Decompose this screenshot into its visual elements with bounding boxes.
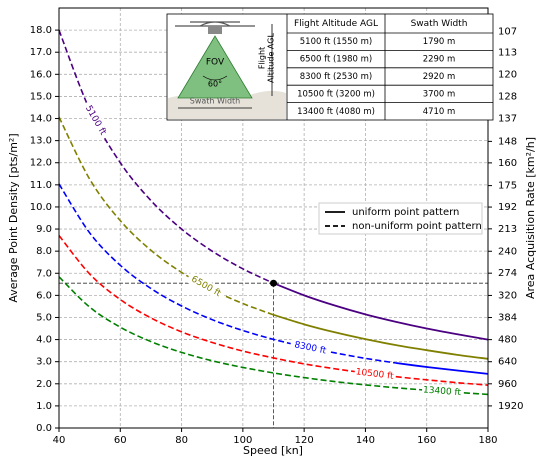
y-tick-label: 9.0 [36,224,52,235]
plot-frame [58,7,489,429]
legend-label: uniform point pattern [352,207,459,218]
y2-tick-label: 137 [498,113,517,124]
label-bg [289,338,332,358]
y-tick-label: 4.0 [36,335,52,346]
y2-tick-label: 148 [498,136,517,147]
y2-tick-label: 240 [498,246,517,257]
line-series [58,234,489,386]
line-series [395,362,489,375]
series-label: 13400 ft [423,385,462,398]
table-cell: 3700 m [423,89,456,99]
table-cell: 13400 ft (4080 m) [297,107,375,117]
legend-label: non-uniform point pattern [352,221,482,232]
y2-tick-label: 160 [498,158,517,169]
y-tick-label: 7.0 [36,268,52,279]
y2-tick-label: 107 [498,27,517,38]
altitude-label: Altitude AGL [267,33,276,83]
y-tick-label: 14.0 [30,114,52,125]
angle-arc [202,75,228,81]
table-header: Swath Width [411,19,468,29]
y2-tick-label: 640 [498,357,517,368]
table-cell: 10500 ft (3200 m) [297,89,375,99]
y-tick-label: 3.0 [36,357,52,368]
y-tick-label: 8.0 [36,246,52,257]
y2-tick-label: 113 [498,48,517,59]
table-cell: 1790 m [423,37,456,47]
fov-cone [177,35,253,99]
y-tick-label: 6.0 [36,290,52,301]
y-tick-label: 18.0 [30,25,52,36]
y2-tick-label: 120 [498,70,517,81]
table-cell: 8300 ft (2530 m) [300,72,372,82]
y2-tick-label: 384 [498,313,517,324]
x-tick-label: 100 [233,435,252,446]
label-bg [185,271,227,302]
y-tick-label: 2.0 [36,379,52,390]
x-tick-label: 40 [53,435,66,446]
y-tick-label: 11.0 [30,180,52,191]
table-cell: 6500 ft (1980 m) [300,55,372,65]
sensor [208,26,222,34]
y-tick-label: 17.0 [30,47,52,58]
label-bg [354,365,396,383]
y2-tick-label: 320 [498,290,517,301]
y-tick-label: 15.0 [30,91,52,102]
y2-tick-label: 274 [498,268,517,279]
table-cell: 5100 ft (1550 m) [300,37,372,47]
y-tick-label: 16.0 [30,69,52,80]
legend-box [318,202,483,235]
table-cell: 2920 m [423,72,456,82]
x-tick-label: 120 [295,435,314,446]
marker [270,279,277,287]
y2-tick-label: 960 [498,379,517,390]
y-tick-label: 5.0 [36,312,52,323]
y-tick-label: 13.0 [30,136,52,147]
y2-tick-label: 192 [498,202,517,213]
line-series [273,313,489,360]
y2-tick-label: 175 [498,181,517,192]
y2-axis-label: Area Acquisition Rate [km²/h] [524,137,537,299]
table-cell: 4710 m [423,107,456,117]
y2-tick-label: 1920 [498,401,523,412]
y2-tick-label: 128 [498,92,517,103]
x-tick-label: 160 [417,435,436,446]
y-axis-label: Average Point Density [pts/m²] [7,133,20,302]
altitude-label: Flight [258,47,267,69]
x-tick-label: 140 [356,435,375,446]
swath-label: Swath Width [190,97,241,106]
series-label: 10500 ft [355,367,394,382]
y-tick-label: 0.0 [36,423,52,434]
x-axis-label: Speed [kn] [243,444,303,457]
legend: uniform point pattern non-uniform point p… [318,202,483,235]
label-bg [80,99,111,141]
y-tick-label: 10.0 [30,202,52,213]
line-series [273,282,489,341]
y-tick-label: 12.0 [30,158,52,169]
inset: FOV 60° Swath Width Flight Altitude AGL … [166,13,494,121]
label-bg [421,383,463,399]
table-header: Flight Altitude AGL [294,19,378,29]
inset-table: Flight Altitude AGL Swath Width 5100 ft (1… [286,14,493,120]
angle-label: 60° [208,80,222,89]
y2-tick-label: 480 [498,335,517,346]
x-tick-label: 80 [175,435,188,446]
x-tick-label: 180 [478,435,497,446]
y-tick-label: 1.0 [36,401,52,412]
fov-label: FOV [206,58,225,68]
line-series [58,116,274,316]
y2-tick-label: 213 [498,224,517,235]
table-cell: 2290 m [423,55,456,65]
line-series [58,183,397,364]
x-tick-label: 60 [114,435,127,446]
